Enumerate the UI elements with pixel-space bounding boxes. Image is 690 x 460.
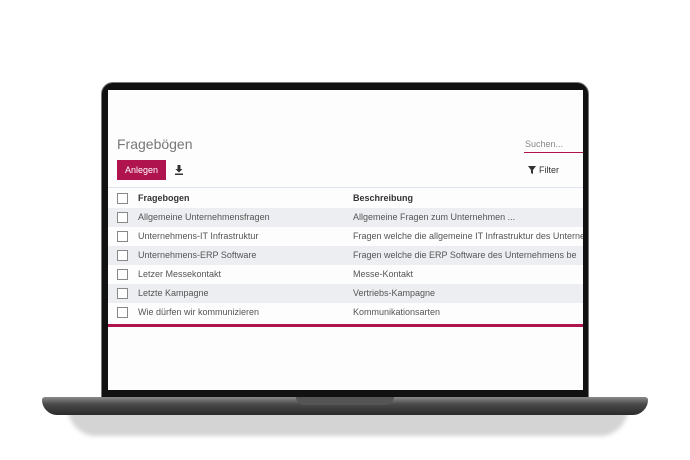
select-all-checkbox[interactable] bbox=[117, 193, 128, 204]
app-screen: Fragebögen Anlegen Filter Fragebogen Bes… bbox=[108, 90, 583, 390]
row-name[interactable]: Unternehmens-ERP Software bbox=[138, 250, 257, 260]
table-row[interactable]: Letzte Kampagne Vertriebs-Kampagne bbox=[108, 284, 583, 303]
table-header: Fragebogen Beschreibung bbox=[108, 189, 583, 208]
laptop-base bbox=[42, 397, 648, 415]
table-row[interactable]: Wie dürfen wir kommunizieren Kommunikati… bbox=[108, 303, 583, 322]
row-description: Vertriebs-Kampagne bbox=[353, 288, 436, 298]
laptop-notch bbox=[296, 397, 394, 405]
download-icon[interactable] bbox=[174, 164, 184, 176]
row-checkbox[interactable] bbox=[117, 250, 128, 261]
funnel-icon bbox=[528, 166, 536, 174]
filter-label: Filter bbox=[539, 165, 559, 175]
row-checkbox[interactable] bbox=[117, 288, 128, 299]
row-checkbox[interactable] bbox=[117, 269, 128, 280]
row-name[interactable]: Wie dürfen wir kommunizieren bbox=[138, 307, 260, 317]
row-description: Messe-Kontakt bbox=[353, 269, 414, 279]
row-checkbox[interactable] bbox=[117, 231, 128, 242]
row-name[interactable]: Letzte Kampagne bbox=[138, 288, 209, 298]
column-header-fragebogen[interactable]: Fragebogen bbox=[138, 193, 190, 203]
row-name[interactable]: Letzer Messekontakt bbox=[138, 269, 222, 279]
table-footer-bar bbox=[108, 324, 583, 327]
row-description: Kommunikationsarten bbox=[353, 307, 441, 317]
row-checkbox[interactable] bbox=[117, 212, 128, 223]
table-row[interactable]: Allgemeine Unternehmensfragen Allgemeine… bbox=[108, 208, 583, 227]
row-name[interactable]: Unternehmens-IT Infrastruktur bbox=[138, 231, 259, 241]
row-name[interactable]: Allgemeine Unternehmensfragen bbox=[138, 212, 270, 222]
page-title: Fragebögen bbox=[117, 136, 193, 152]
create-button[interactable]: Anlegen bbox=[117, 160, 166, 180]
table-row[interactable]: Letzer Messekontakt Messe-Kontakt bbox=[108, 265, 583, 284]
header-divider bbox=[108, 187, 583, 188]
table-row[interactable]: Unternehmens-IT Infrastruktur Fragen wel… bbox=[108, 227, 583, 246]
column-header-beschreibung[interactable]: Beschreibung bbox=[353, 193, 414, 203]
row-checkbox[interactable] bbox=[117, 307, 128, 318]
table-row[interactable]: Unternehmens-ERP Software Fragen welche … bbox=[108, 246, 583, 265]
row-description: Fragen welche die ERP Software des Unter… bbox=[353, 250, 577, 260]
row-description: Fragen welche die allgemeine IT Infrastr… bbox=[353, 231, 583, 241]
row-description: Allgemeine Fragen zum Unternehmen ... bbox=[353, 212, 516, 222]
filter-button[interactable]: Filter bbox=[528, 165, 559, 175]
search-input[interactable] bbox=[524, 139, 583, 153]
